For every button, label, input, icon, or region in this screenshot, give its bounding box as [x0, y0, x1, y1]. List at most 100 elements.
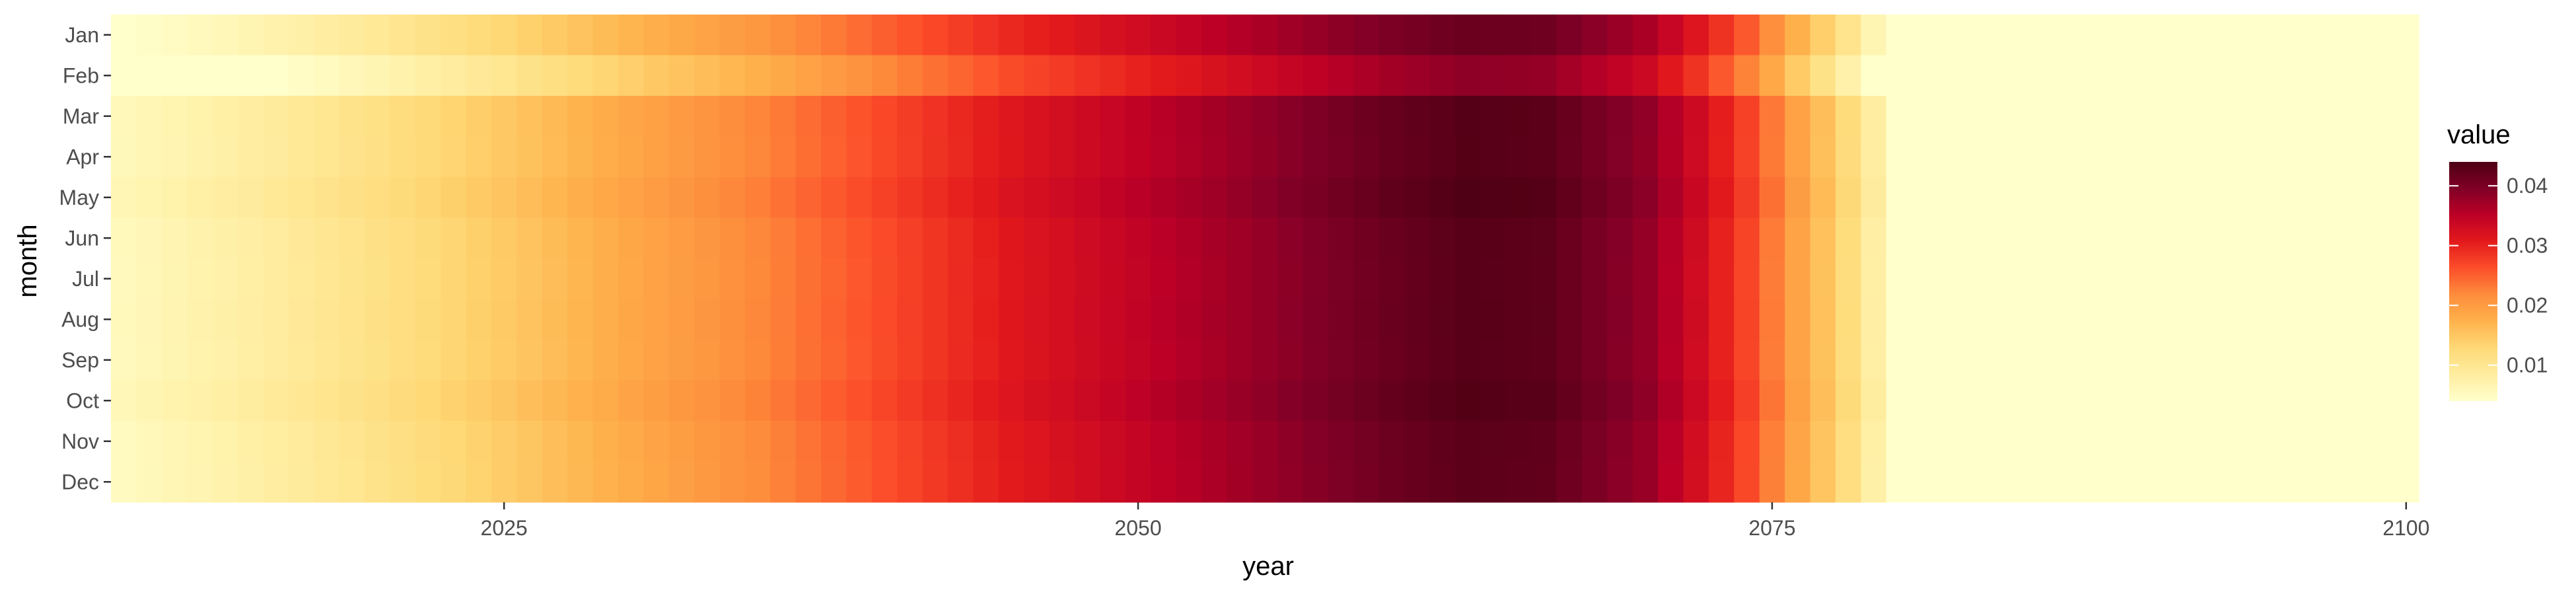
heatmap-cell: [719, 55, 746, 96]
heatmap-cell: [1835, 340, 1861, 381]
heatmap-cell: [922, 217, 948, 259]
heatmap-cell: [1987, 421, 2014, 463]
heatmap-cell: [2368, 421, 2394, 463]
heatmap-cell: [542, 340, 568, 381]
x-tick-label: 2050: [1114, 516, 1161, 540]
heatmap-cell: [1683, 217, 1709, 259]
heatmap-cell: [998, 258, 1024, 300]
heatmap-cell: [491, 55, 517, 96]
heatmap-cell: [1556, 15, 1583, 56]
heatmap-cell: [1404, 15, 1431, 56]
heatmap-cell: [2190, 340, 2217, 381]
heatmap-cell: [314, 177, 340, 219]
heatmap-cell: [1328, 96, 1354, 137]
heatmap-cell: [111, 96, 137, 137]
heatmap-cell: [897, 96, 923, 137]
heatmap-cell: [2190, 258, 2217, 300]
heatmap-cell: [922, 15, 948, 56]
heatmap-cell: [948, 15, 974, 56]
heatmap-cell: [1581, 340, 1608, 381]
heatmap-cell: [1912, 340, 1938, 381]
heatmap-cell: [668, 177, 695, 219]
heatmap-cell: [846, 340, 873, 381]
heatmap-cell: [1378, 340, 1405, 381]
heatmap-cell: [1734, 96, 1760, 137]
heatmap-cell: [2063, 340, 2090, 381]
heatmap-cell: [1632, 461, 1659, 503]
heatmap-cell: [1353, 217, 1380, 259]
heatmap-cell: [2165, 15, 2192, 56]
heatmap-cell: [2114, 217, 2141, 259]
heatmap-cell: [770, 340, 797, 381]
heatmap-cell: [1505, 15, 1532, 56]
heatmap-cell: [1353, 299, 1380, 340]
heatmap-cell: [1227, 421, 1253, 463]
heatmap-cell: [922, 340, 948, 381]
heatmap-cell: [1912, 258, 1938, 300]
heatmap-cell: [1759, 461, 1785, 503]
heatmap-cell: [2215, 258, 2242, 300]
heatmap-cell: [643, 258, 670, 300]
heatmap-cell: [1049, 136, 1075, 178]
heatmap-cell: [288, 421, 314, 463]
y-tick-label: Mar: [63, 104, 99, 128]
heatmap-cell: [2393, 421, 2419, 463]
heatmap-cell: [1201, 55, 1228, 96]
legend-tick-label: 0.03: [2507, 234, 2548, 258]
heatmap-cell: [1480, 136, 1507, 178]
heatmap-cell: [668, 380, 695, 422]
heatmap-cell: [821, 136, 847, 178]
heatmap-cell: [1886, 55, 1912, 96]
heatmap-cell: [1176, 380, 1202, 422]
heatmap-cell: [1658, 55, 1684, 96]
heatmap-cell: [694, 217, 721, 259]
heatmap-cell: [212, 217, 238, 259]
heatmap-cell: [187, 258, 213, 300]
heatmap-cell: [973, 55, 999, 96]
heatmap-cell: [1303, 461, 1329, 503]
heatmap-cell: [1531, 96, 1557, 137]
heatmap-cell: [288, 96, 314, 137]
heatmap-cell: [1100, 96, 1126, 137]
heatmap-cell: [1785, 299, 1811, 340]
heatmap-cell: [1378, 15, 1405, 56]
heatmap-cell: [2241, 96, 2268, 137]
heatmap-cell: [1277, 177, 1304, 219]
heatmap-cell: [1404, 258, 1431, 300]
heatmap-cell: [1759, 96, 1785, 137]
legend-colorbar: [2449, 162, 2497, 401]
heatmap-cell: [161, 55, 188, 96]
heatmap-cell: [1125, 421, 1151, 463]
heatmap-cell: [2292, 55, 2318, 96]
y-tick-label: Nov: [61, 430, 99, 453]
y-tick-label: Jun: [65, 226, 99, 250]
heatmap-cell: [2215, 299, 2242, 340]
heatmap-cell: [668, 55, 695, 96]
heatmap-cell: [643, 15, 670, 56]
heatmap-cell: [2165, 177, 2192, 219]
heatmap-cell: [415, 96, 441, 137]
heatmap-cell: [390, 380, 416, 422]
heatmap-cell: [1125, 15, 1151, 56]
heatmap-cell: [694, 340, 721, 381]
heatmap-cell: [2292, 15, 2318, 56]
heatmap-cell: [1201, 96, 1228, 137]
heatmap-cell: [1100, 380, 1126, 422]
heatmap-cell: [846, 136, 873, 178]
heatmap-cell: [1252, 380, 1278, 422]
heatmap-cell: [795, 217, 822, 259]
heatmap-cell: [846, 55, 873, 96]
heatmap-cell: [263, 217, 289, 259]
legend-tick-label: 0.04: [2507, 174, 2548, 198]
heatmap-cell: [136, 136, 162, 178]
heatmap-cell: [517, 136, 543, 178]
heatmap-cell: [2063, 299, 2090, 340]
heatmap-cell: [1607, 380, 1633, 422]
heatmap-cell: [846, 15, 873, 56]
heatmap-cell: [1835, 177, 1861, 219]
heatmap-cell: [1937, 340, 1963, 381]
heatmap-cell: [1303, 258, 1329, 300]
heatmap-cell: [567, 258, 594, 300]
heatmap-cell: [2063, 55, 2090, 96]
heatmap-cell: [1378, 96, 1405, 137]
